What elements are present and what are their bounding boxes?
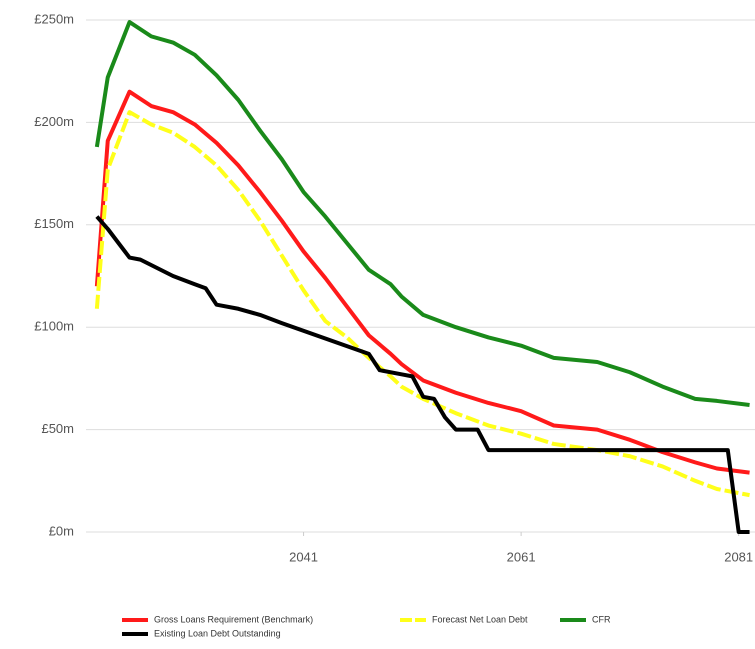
y-tick-label: £200m [34, 114, 74, 129]
y-tick-label: £250m [34, 11, 74, 26]
x-tick-label: 2081 [724, 549, 753, 564]
y-tick-label: £100m [34, 319, 74, 334]
series-line [94, 89, 750, 475]
legend-label: Forecast Net Loan Debt [432, 614, 528, 624]
legend-label: Existing Loan Debt Outstanding [154, 628, 281, 638]
x-tick-label: 2061 [507, 549, 536, 564]
series-line [94, 110, 750, 498]
x-tick-label: 2041 [289, 549, 318, 564]
legend-label: Gross Loans Requirement (Benchmark) [154, 614, 313, 624]
y-tick-label: £150m [34, 216, 74, 231]
series-line [94, 20, 750, 408]
y-tick-label: £50m [41, 421, 74, 436]
legend-label: CFR [592, 614, 611, 624]
y-tick-label: £0m [49, 523, 74, 538]
series-line [95, 215, 750, 534]
